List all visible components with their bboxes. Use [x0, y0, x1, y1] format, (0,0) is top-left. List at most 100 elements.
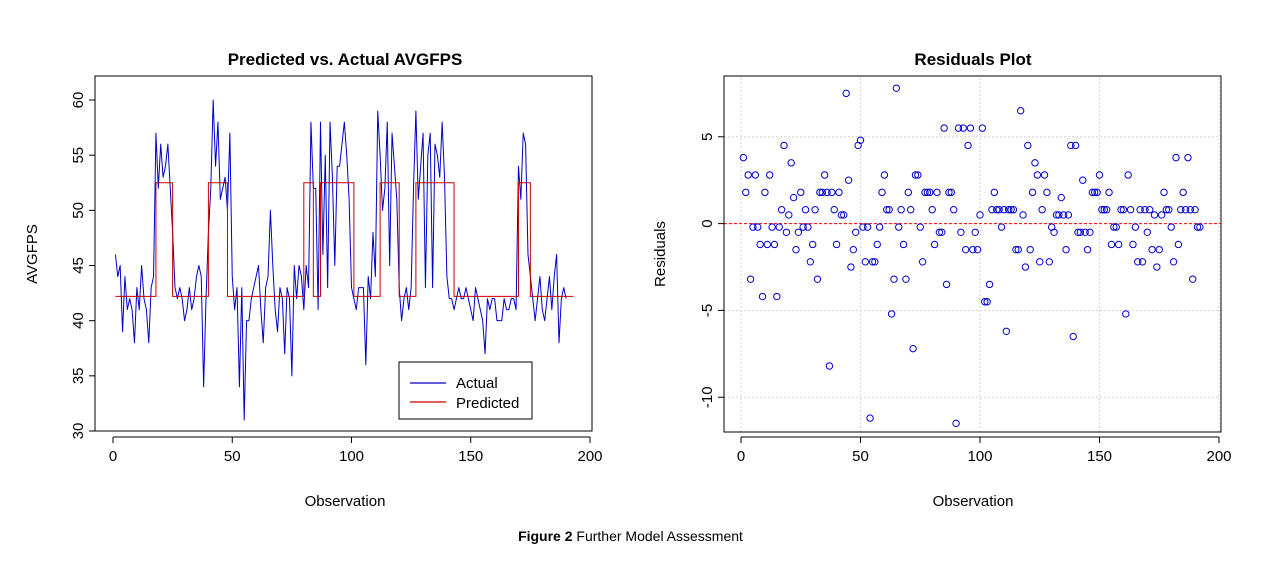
x-tick-label: 200 — [1206, 448, 1231, 465]
residual-point — [1024, 141, 1032, 150]
residual-point — [916, 223, 924, 231]
y-tick-label: 5 — [699, 133, 716, 141]
residual-point — [885, 206, 893, 214]
residual-point — [799, 223, 807, 231]
residual-point — [1119, 206, 1128, 214]
residual-point — [782, 228, 791, 236]
residual-point — [1191, 206, 1199, 214]
residual-point — [923, 188, 932, 197]
residual-point — [1074, 228, 1082, 236]
plot-frame — [723, 75, 1222, 433]
residual-point — [1009, 206, 1018, 214]
residual-point — [754, 223, 762, 231]
residual-point — [990, 188, 999, 197]
residual-point — [1165, 206, 1173, 214]
residuals-chart: Residuals Plot 0 50 100 150 200 -10 -5 0 5 Obser… — [652, 50, 1232, 510]
residual-point — [981, 298, 989, 306]
residual-point — [825, 362, 834, 370]
residual-point — [887, 310, 896, 318]
y-tick-label: 50 — [70, 202, 87, 219]
residual-point — [739, 153, 748, 162]
residual-point — [969, 245, 977, 254]
residual-point — [997, 223, 1006, 231]
residual-point — [856, 136, 865, 144]
residual-point — [844, 176, 853, 184]
y-axis-label: Residuals — [652, 221, 669, 287]
residual-point — [1134, 258, 1142, 266]
residual-point — [952, 419, 960, 428]
x-axis-label: Observation — [933, 493, 1014, 510]
residual-point — [813, 275, 822, 283]
residual-point — [995, 206, 1003, 214]
plot-area: 0 50 100 150 200 -10 -5 0 5 — [699, 75, 1232, 465]
residual-point — [828, 188, 836, 197]
residual-point — [954, 124, 963, 132]
residual-point — [1148, 245, 1156, 254]
residual-point — [777, 206, 786, 214]
residual-point — [906, 206, 915, 214]
residual-point — [1012, 245, 1020, 254]
residual-point — [1143, 228, 1152, 236]
residual-point — [875, 223, 884, 231]
residual-point — [1174, 240, 1183, 249]
residual-point — [1069, 332, 1077, 341]
residual-point — [1000, 206, 1008, 214]
residual-point — [1124, 171, 1132, 179]
predicted-vs-actual-chart: Predicted vs. Actual AVGFPS 0 50 100 150 200… — [24, 50, 603, 510]
x-tick-label: 0 — [109, 448, 117, 465]
residual-point — [1021, 263, 1030, 271]
residual-point — [1093, 188, 1101, 197]
residual-point — [832, 240, 841, 249]
residual-point — [976, 211, 984, 219]
residual-point — [797, 188, 805, 197]
residual-point — [1036, 258, 1044, 266]
residual-point — [1186, 206, 1195, 214]
residual-point — [966, 124, 975, 132]
residual-point — [820, 171, 829, 179]
y-tick-label: 35 — [70, 367, 87, 384]
residual-point — [1189, 275, 1197, 283]
y-tick-label: 0 — [699, 219, 716, 227]
residual-point — [1081, 228, 1089, 236]
legend-label-predicted: Predicted — [456, 395, 519, 412]
residual-point — [866, 414, 874, 422]
residual-point — [1016, 107, 1025, 115]
y-tick-label: 30 — [70, 423, 87, 440]
residual-point — [837, 211, 846, 219]
residual-point — [921, 188, 929, 197]
residual-point — [863, 223, 872, 231]
residual-point — [768, 223, 776, 231]
residual-point — [1196, 223, 1204, 231]
y-tick-label: -5 — [699, 304, 716, 317]
residual-point — [1105, 188, 1113, 197]
residual-point — [794, 228, 803, 236]
residual-point — [1019, 211, 1027, 219]
residual-point — [1131, 223, 1140, 231]
residual-point — [1033, 171, 1042, 179]
y-tick-label: 45 — [70, 257, 87, 274]
chart-title: Predicted vs. Actual AVGFPS — [228, 50, 463, 69]
residual-point — [1002, 327, 1010, 335]
x-axis-label: Observation — [305, 493, 386, 510]
residual-point — [761, 188, 769, 197]
residual-point — [792, 245, 800, 254]
residual-point — [1110, 223, 1118, 231]
y-tick-label: 40 — [70, 312, 87, 329]
residual-point — [789, 193, 798, 202]
residual-point — [971, 228, 979, 236]
residual-point — [787, 159, 795, 167]
residual-point — [880, 171, 889, 179]
residual-point — [751, 171, 760, 179]
residual-point — [1031, 159, 1039, 167]
residual-point — [770, 240, 779, 249]
residual-point — [1169, 258, 1178, 266]
residual-point — [852, 228, 860, 236]
residual-point — [904, 188, 912, 197]
residual-point — [1052, 211, 1061, 219]
residual-point — [1064, 211, 1073, 219]
residual-point — [1043, 188, 1051, 197]
residual-point — [1098, 206, 1106, 214]
x-tick-label: 150 — [458, 448, 483, 465]
figure-caption: Figure 2 Further Model Assessment — [0, 528, 1261, 544]
residual-point — [926, 188, 934, 197]
